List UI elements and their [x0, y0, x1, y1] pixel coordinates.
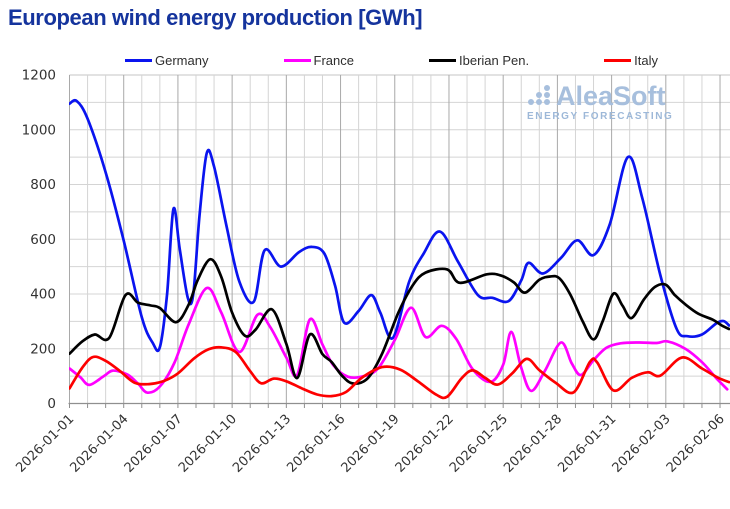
- series-line-italy: [69, 345, 730, 400]
- x-tick-label: 2026-02-06: [664, 412, 728, 476]
- y-tick-label: 0: [47, 396, 56, 412]
- y-tick-label: 800: [30, 177, 56, 193]
- legend-swatch: [125, 59, 152, 62]
- legend-item-germany: Germany: [125, 53, 208, 68]
- aleasoft-dots-logo-icon: [527, 82, 552, 110]
- series-line-germany: [69, 98, 730, 353]
- legend-item-iberian-pen: Iberian Pen.: [429, 53, 529, 68]
- y-tick-label: 1000: [22, 122, 56, 138]
- watermark-name: AleaSoft: [556, 81, 666, 111]
- legend-swatch: [429, 59, 456, 62]
- watermark: AleaSoft ENERGY FORECASTING: [527, 82, 673, 122]
- y-tick-label: 1200: [22, 68, 56, 84]
- legend-label: Iberian Pen.: [459, 53, 530, 68]
- series-line-france: [69, 286, 729, 395]
- series-line-iberian-pen: [69, 257, 730, 385]
- legend-label: Italy: [634, 53, 658, 68]
- legend-swatch: [283, 59, 311, 62]
- legend-label: France: [313, 53, 354, 68]
- chart-title: European wind energy production [GWh]: [8, 5, 423, 30]
- watermark-tagline: ENERGY FORECASTING: [527, 111, 674, 122]
- y-tick-label: 400: [30, 287, 56, 303]
- legend-item-italy: Italy: [604, 53, 658, 68]
- legend: Germany France Iberian Pen. Italy: [125, 53, 658, 68]
- y-tick-label: 600: [30, 232, 56, 248]
- y-tick-label: 200: [30, 341, 56, 357]
- legend-item-france: France: [283, 53, 354, 68]
- legend-label: Germany: [155, 53, 209, 68]
- legend-swatch: [604, 59, 632, 62]
